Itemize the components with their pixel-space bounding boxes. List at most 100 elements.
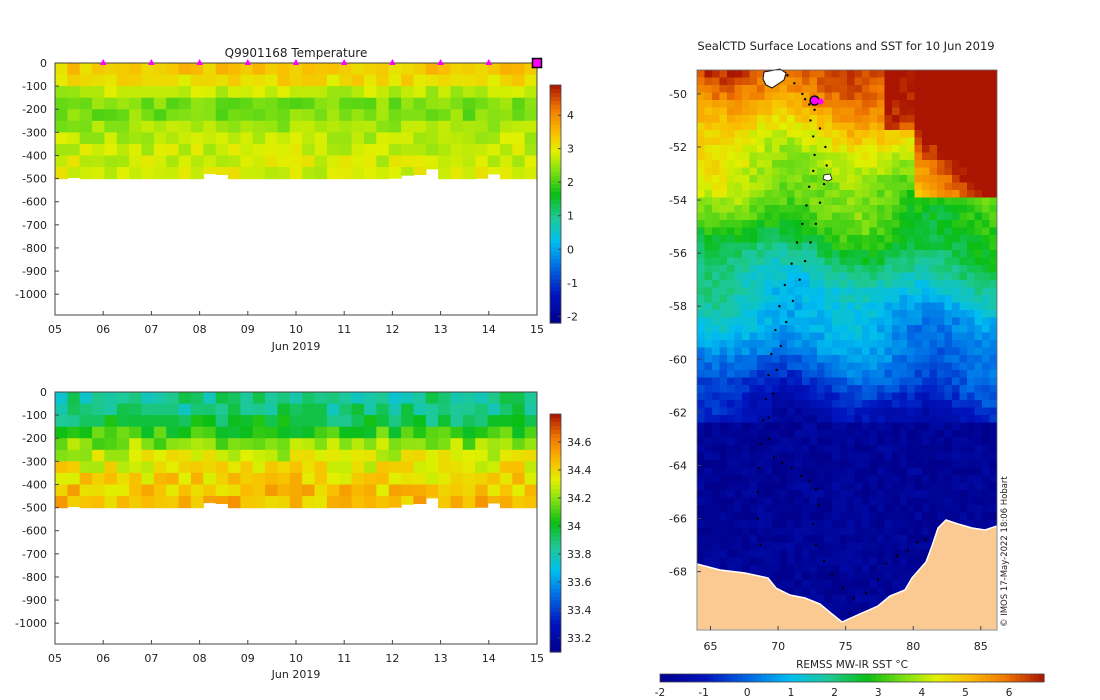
- heatmap-cell: [425, 167, 439, 170]
- sst-cell: [802, 220, 810, 228]
- sst-cell: [982, 257, 990, 266]
- sst-cell: [869, 100, 878, 108]
- sst-cell: [847, 130, 855, 138]
- heatmap-cell: [79, 120, 93, 133]
- sst-cell: [869, 392, 878, 401]
- sst-cell: [884, 70, 893, 78]
- sst-cell: [757, 490, 765, 498]
- heatmap-cell: [401, 109, 415, 122]
- sst-cell: [854, 437, 863, 446]
- heatmap-cell: [401, 86, 415, 99]
- heatmap-cell: [289, 472, 303, 486]
- sst-cell: [967, 490, 975, 498]
- sst-cell: [892, 520, 900, 528]
- sst-cell: [884, 332, 893, 341]
- colorbar-segment: [1024, 674, 1031, 682]
- sst-cell: [832, 520, 840, 528]
- heatmap-cell: [413, 120, 427, 133]
- colorbar-segment: [550, 497, 561, 502]
- heatmap-cell: [67, 449, 81, 462]
- sst-cell: [727, 280, 735, 288]
- sst-cell: [877, 205, 885, 213]
- sst-cell: [847, 520, 855, 528]
- sst-cell: [802, 407, 810, 416]
- sst-cell: [974, 392, 983, 401]
- sst-cell: [817, 595, 825, 603]
- heatmap-cell: [252, 484, 266, 497]
- sst-cell: [862, 70, 870, 78]
- heatmap-cell: [67, 415, 81, 428]
- sst-cell: [809, 422, 818, 431]
- heatmap-cell: [67, 97, 81, 110]
- heatmap-cell: [364, 426, 377, 439]
- sst-cell: [772, 475, 780, 483]
- heatmap-cell: [462, 120, 476, 133]
- colorbar-segment: [550, 493, 561, 498]
- sst-cell: [899, 137, 908, 146]
- sst-cell: [809, 137, 818, 146]
- colorbar-segment: [550, 489, 561, 494]
- sst-cell: [757, 205, 765, 213]
- sst-cell: [959, 415, 968, 423]
- heatmap-cell: [314, 120, 328, 133]
- sst-cell: [719, 415, 728, 423]
- sst-cell: [794, 100, 803, 108]
- sst-cell: [779, 280, 788, 288]
- sst-cell: [884, 430, 893, 438]
- sst-cell: [794, 587, 803, 596]
- sst-cell: [937, 467, 945, 476]
- sst-cell: [892, 467, 900, 476]
- sst-cell: [809, 272, 818, 281]
- sst-cell: [929, 100, 938, 108]
- sst-cell: [742, 490, 750, 498]
- sst-cell: [862, 407, 870, 416]
- sst-cell: [697, 272, 705, 281]
- sst-cell: [749, 497, 758, 506]
- sst-cell: [974, 340, 983, 348]
- heatmap-cell: [450, 74, 464, 87]
- heatmap-cell: [92, 132, 106, 145]
- y-tick-label: -900: [22, 265, 47, 278]
- sst-cell: [832, 77, 840, 86]
- sst-cell: [847, 497, 855, 506]
- sst-cell: [967, 70, 975, 78]
- sst-cell: [764, 115, 773, 123]
- track-point: [830, 573, 834, 576]
- sst-cell: [719, 295, 728, 303]
- sst-cell: [967, 512, 975, 521]
- x-tick-label: 06: [96, 652, 110, 665]
- sst-cell: [794, 512, 803, 521]
- sst-cell: [832, 280, 840, 288]
- sst-cell: [914, 107, 923, 116]
- sst-cell: [809, 250, 818, 258]
- sst-cell: [967, 520, 975, 528]
- sst-cell: [892, 287, 900, 296]
- sst-cell: [944, 452, 953, 461]
- heatmap-cell: [116, 403, 130, 416]
- sst-cell: [884, 580, 893, 588]
- colorbar-segment: [550, 481, 561, 486]
- sst-cell: [719, 347, 728, 356]
- sst-cell: [794, 130, 803, 138]
- heatmap-cell: [92, 392, 106, 405]
- heatmap-cell: [462, 438, 476, 451]
- sst-cell: [929, 445, 938, 453]
- heatmap-cell: [265, 120, 279, 133]
- sst-cell: [794, 490, 803, 498]
- sst-cell: [877, 505, 885, 513]
- sst-cell: [922, 242, 930, 251]
- sst-cell: [794, 392, 803, 401]
- sst-cell: [764, 280, 773, 288]
- sst-cell: [802, 115, 810, 123]
- sst-cell: [959, 190, 968, 198]
- sst-cell: [929, 107, 938, 116]
- sst-cell: [809, 115, 818, 123]
- sst-cell: [937, 497, 945, 506]
- sst-cell: [734, 527, 743, 536]
- colorbar-segment: [1010, 674, 1016, 682]
- sst-cell: [877, 92, 885, 101]
- sst-cell: [727, 340, 735, 348]
- y-tick-label: 0: [40, 57, 47, 70]
- sst-cell: [907, 122, 915, 131]
- sst-cell: [884, 407, 893, 416]
